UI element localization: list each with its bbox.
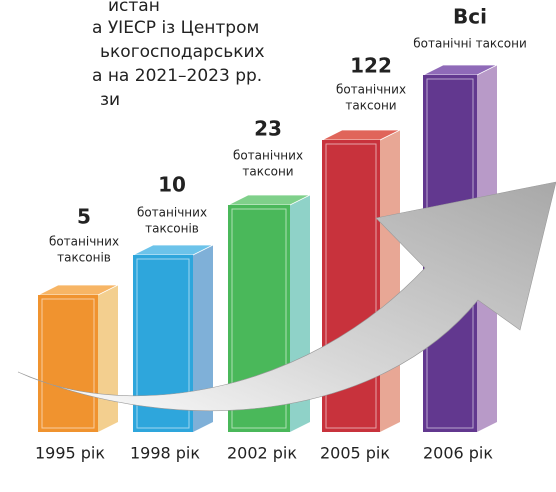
infographic: истан а УІЕСР із Центром ькогосподарських а… — [0, 0, 556, 492]
item-number: 122 — [350, 54, 392, 78]
item-label: ботанічних — [233, 149, 303, 163]
item-label: таксонів — [57, 251, 111, 265]
intro-line: а УІЕСР із Центром — [92, 18, 259, 38]
item-label: ботанічні таксони — [413, 37, 527, 51]
intro-line: а на 2021–2023 рр. — [92, 66, 262, 86]
item-label: таксони — [345, 99, 396, 113]
item-label: ботанічних — [336, 83, 406, 97]
year-label: 2002 рік — [227, 444, 297, 463]
year-label: 1995 рік — [35, 444, 105, 463]
item-label: таксони — [242, 165, 293, 179]
bar-side — [380, 130, 400, 432]
item-number: 23 — [254, 117, 282, 141]
item-number: 10 — [158, 173, 186, 197]
bar-front — [38, 295, 98, 432]
intro-line: зи — [100, 90, 120, 110]
year-label: 2006 рік — [423, 444, 493, 463]
item-number: Всі — [453, 5, 487, 29]
item-label: таксонів — [145, 222, 199, 236]
item-number: 5 — [77, 205, 91, 229]
intro-line: ькогосподарських — [100, 42, 265, 62]
item-label: ботанічних — [137, 206, 207, 220]
item-label: ботанічних — [49, 235, 119, 249]
year-label: 1998 рік — [130, 444, 200, 463]
bar-side — [98, 285, 118, 432]
intro-line: истан — [108, 0, 160, 16]
year-label: 2005 рік — [320, 444, 390, 463]
